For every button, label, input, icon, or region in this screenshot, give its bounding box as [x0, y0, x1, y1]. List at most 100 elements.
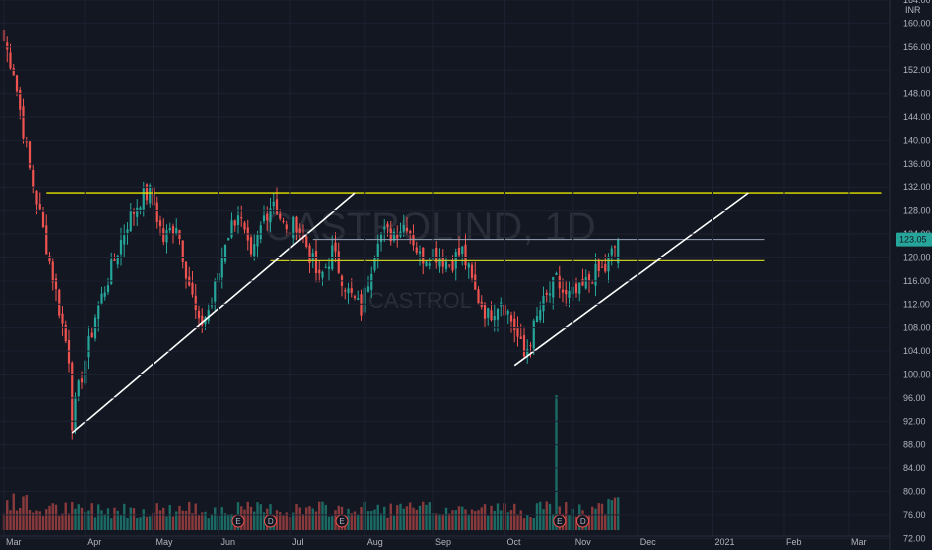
volume-bar	[370, 510, 373, 530]
candle-body	[116, 255, 119, 265]
y-tick-label: 76.00	[903, 510, 926, 520]
volume-bar	[321, 501, 324, 530]
candle-body	[100, 293, 103, 305]
volume-bar	[379, 513, 383, 530]
candle-body	[74, 396, 77, 430]
candle-body	[522, 335, 526, 357]
candle-body	[243, 222, 246, 230]
candle-body	[249, 237, 253, 255]
y-tick-label: 112.00	[903, 299, 930, 309]
candle-body	[253, 244, 256, 257]
volume-bar	[334, 510, 337, 530]
candle-body	[470, 264, 474, 278]
candle-body	[477, 289, 480, 304]
volume-bar	[41, 516, 45, 530]
candle-body	[526, 349, 529, 356]
candle-body	[181, 240, 184, 262]
volume-bar	[168, 505, 171, 530]
last-price-value: 123.05	[899, 235, 927, 245]
volume-bar	[35, 510, 38, 530]
candle-body	[279, 214, 282, 219]
y-tick-label: 144.00	[903, 112, 931, 122]
candle-body	[126, 229, 129, 233]
volume-bar	[318, 501, 321, 530]
volume-bar	[54, 504, 58, 530]
candle-body	[441, 257, 444, 267]
volume-bar	[522, 518, 526, 530]
candle-body	[581, 278, 584, 286]
event-marker-label: E	[235, 517, 240, 526]
candle-body	[542, 295, 545, 312]
candle-body	[516, 326, 519, 337]
y-tick-label: 140.00	[903, 135, 931, 145]
event-marker-label: D	[580, 517, 586, 526]
volume-bar	[613, 497, 617, 530]
volume-bar	[259, 504, 262, 530]
volume-bar	[9, 510, 12, 530]
trendline[interactable]	[513, 192, 749, 367]
x-tick-label: Apr	[87, 537, 101, 547]
volume-bar	[461, 506, 464, 530]
x-tick-label: Mar	[6, 537, 22, 547]
volume-bar	[220, 507, 223, 530]
last-price-tag	[896, 232, 932, 247]
y-tick-label: 136.00	[903, 159, 931, 169]
volume-bar	[399, 503, 402, 530]
candle-body	[376, 243, 379, 259]
candle-body	[45, 225, 48, 255]
volume-bar	[145, 516, 149, 530]
candle-body	[457, 247, 461, 256]
candle-body	[155, 202, 158, 222]
candle-body	[467, 263, 470, 268]
candle-body	[129, 210, 132, 232]
volume-bar	[415, 509, 418, 530]
y-tick-label: 120.00	[903, 252, 931, 262]
volume-bar	[116, 510, 119, 530]
volume-bar	[493, 510, 496, 530]
trendline[interactable]	[71, 192, 356, 434]
volume-bar	[90, 503, 93, 530]
volume-bar	[464, 509, 467, 530]
volume-bar	[327, 516, 331, 530]
drawings[interactable]	[46, 192, 882, 434]
watermark: CASTROLIND, 1D CASTROL	[264, 205, 595, 313]
candle-body	[51, 261, 54, 283]
volume-bar	[282, 515, 285, 530]
watermark-symbol: CASTROLIND, 1D	[264, 205, 595, 249]
x-tick-label: Sep	[435, 537, 451, 547]
y-tick-label: 160.00	[903, 18, 931, 28]
candle-body	[64, 324, 67, 342]
y-tick-label: 148.00	[903, 89, 931, 99]
candle-body	[402, 224, 405, 232]
candle-body	[600, 266, 604, 268]
candle-body	[201, 315, 204, 326]
candle-body	[272, 201, 275, 207]
candle-body	[490, 310, 493, 321]
volume-bar	[376, 504, 379, 530]
candle-body	[386, 223, 389, 228]
volume-bar	[480, 507, 483, 530]
candle-body	[389, 228, 392, 242]
y-tick-label: 88.00	[903, 440, 926, 450]
candle-body	[587, 274, 591, 281]
volume-bar	[451, 510, 454, 530]
candle-body	[555, 272, 558, 275]
candle-body	[347, 288, 350, 294]
y-tick-label: 92.00	[903, 416, 926, 426]
x-tick-label: Jul	[292, 537, 304, 547]
volume-bar	[110, 518, 113, 530]
volume-bar	[516, 514, 519, 530]
volume-bar	[587, 515, 591, 530]
candle-body	[305, 236, 308, 247]
volume-bar	[214, 507, 217, 530]
volume-bar	[175, 511, 178, 530]
candle-body	[233, 220, 236, 226]
volume-bar	[15, 510, 19, 530]
y-tick-label: 96.00	[903, 393, 926, 403]
volume-bar	[454, 510, 457, 530]
candle-body	[548, 293, 552, 296]
volume-bar	[324, 504, 327, 530]
volume-bar	[483, 504, 487, 530]
